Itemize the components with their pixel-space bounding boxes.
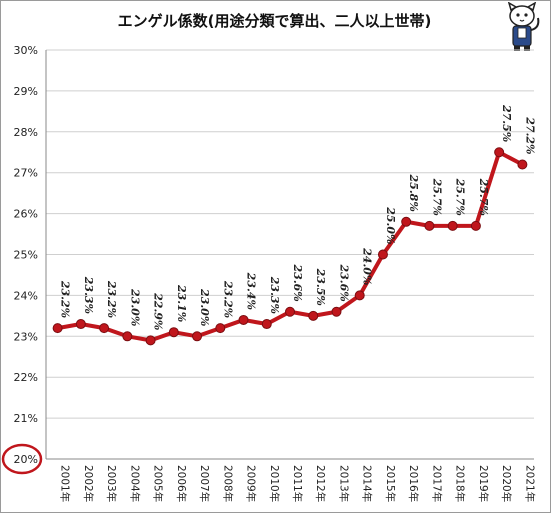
data-point	[238, 314, 249, 325]
y-tick-label: 23%	[14, 330, 38, 343]
y-tick-label: 29%	[14, 85, 38, 98]
x-tick-label: 2018年	[454, 465, 467, 502]
data-point	[517, 159, 528, 170]
y-tick-label: 24%	[14, 289, 38, 302]
x-tick-label: 2006年	[175, 465, 188, 502]
x-tick-label: 2010年	[268, 465, 281, 502]
data-label: 25.7%	[477, 178, 490, 216]
data-label: 23.2%	[59, 280, 72, 318]
x-tick-label: 2007年	[198, 465, 211, 502]
x-tick-label: 2021年	[523, 465, 536, 502]
data-label: 23.3%	[268, 276, 281, 314]
cat-mascot-icon	[507, 2, 540, 51]
x-tick-label: 2017年	[430, 465, 443, 502]
data-point	[424, 220, 435, 231]
data-label: 27.5%	[500, 104, 513, 142]
data-point	[331, 306, 342, 317]
y-tick-label: 21%	[14, 412, 38, 425]
data-label: 25.7%	[454, 178, 467, 216]
y-tick-label: 27%	[14, 167, 38, 180]
data-label: 25.0%	[384, 206, 397, 244]
x-tick-label: 2016年	[407, 465, 420, 502]
data-point	[401, 216, 412, 227]
x-tick-label: 2001年	[59, 465, 72, 502]
y-tick-label: 30%	[14, 44, 38, 57]
data-point	[447, 220, 458, 231]
x-tick-label: 2012年	[314, 465, 327, 502]
data-label: 23.6%	[337, 264, 350, 302]
data-point	[75, 319, 86, 330]
data-point	[145, 335, 156, 346]
data-label: 23.0%	[128, 288, 141, 326]
data-label: 23.2%	[105, 280, 118, 318]
data-point	[285, 306, 295, 317]
data-label: 25.7%	[430, 178, 443, 216]
x-tick-label: 2009年	[245, 465, 258, 502]
x-tick-label: 2014年	[361, 465, 374, 502]
data-point	[192, 331, 203, 342]
x-tick-label: 2004年	[128, 465, 141, 502]
x-tick-label: 2020年	[500, 465, 513, 502]
data-label: 23.2%	[221, 280, 234, 318]
data-label: 25.8%	[407, 174, 420, 212]
x-tick-label: 2005年	[152, 465, 165, 502]
data-point	[168, 327, 179, 338]
data-point	[122, 331, 133, 342]
y-tick-label: 26%	[14, 208, 38, 221]
y-tick-label: 20%	[14, 453, 38, 466]
y-tick-label: 28%	[14, 126, 38, 139]
data-point	[215, 323, 226, 334]
x-tick-label: 2003年	[105, 465, 118, 502]
data-label: 23.6%	[291, 264, 304, 302]
data-label: 23.1%	[175, 284, 188, 322]
data-point	[99, 323, 110, 334]
data-point	[470, 220, 481, 231]
x-tick-label: 2002年	[82, 465, 95, 502]
data-point	[494, 147, 505, 158]
data-label: 23.3%	[82, 276, 95, 314]
data-point	[354, 290, 365, 301]
data-point	[261, 319, 272, 330]
data-point	[377, 249, 388, 260]
x-tick-label: 2019年	[477, 465, 490, 502]
data-point	[308, 310, 319, 321]
x-tick-label: 2011年	[291, 465, 304, 502]
chart-title: エンゲル係数(用途分類で算出、二人以上世帯)	[117, 12, 432, 30]
highlight-circle	[1, 443, 43, 475]
x-tick-label: 2013年	[337, 465, 350, 502]
data-label: 24.0%	[361, 247, 374, 285]
data-point	[52, 323, 63, 334]
y-tick-label: 22%	[14, 371, 38, 384]
data-label: 22.9%	[152, 292, 165, 330]
data-label: 27.2%	[523, 116, 536, 154]
data-label: 23.4%	[245, 272, 258, 310]
data-label: 23.0%	[198, 288, 211, 326]
data-label: 23.5%	[314, 268, 327, 306]
x-tick-label: 2015年	[384, 465, 397, 502]
y-tick-label: 25%	[14, 249, 38, 262]
x-tick-label: 2008年	[221, 465, 234, 502]
